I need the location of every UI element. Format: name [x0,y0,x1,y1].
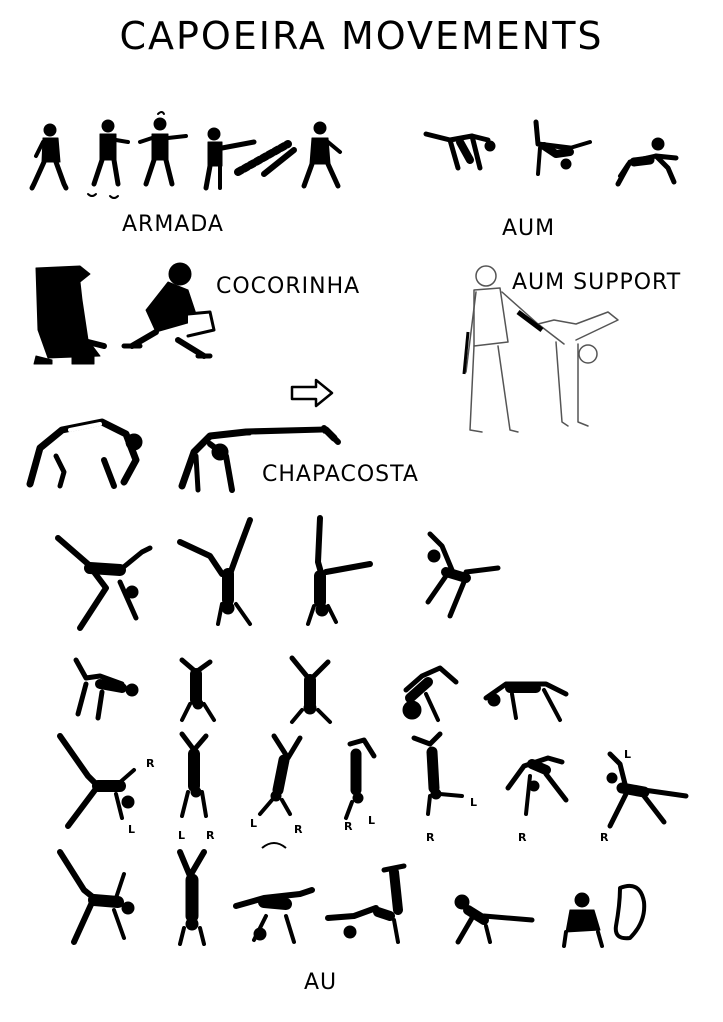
direction-arrow-icon [290,378,334,408]
aum-support-figure [458,262,628,437]
cocorinha-label: Cocorinha [216,274,361,299]
mark-l: L [178,829,186,842]
mark-l: L [470,796,478,809]
armada-sequence [28,111,348,207]
aum-support-label: Aum Support [512,270,682,295]
mark-r: R [294,823,303,836]
mark-l: L [368,814,376,827]
mark-l: L [250,817,258,830]
pose-sequence-row2 [66,654,576,734]
mark-l: L [624,748,632,761]
cocorinha-figures [28,260,223,370]
au-sequence [54,846,684,956]
aum-label: Aum [502,216,556,241]
mark-r: R [600,831,609,844]
armada-label: Armada [122,212,224,237]
page-title: Capoeira movements [119,14,604,58]
chapacosta-label: Chapacosta [262,462,419,487]
mark-r: R [426,831,435,844]
au-label: Au [304,970,338,995]
mark-l: L [128,823,136,836]
mark-r: R [206,829,215,842]
mark-r: R [146,757,155,770]
chapacosta-figures [26,412,346,497]
mark-r: R [344,820,353,833]
cartwheel-sequence-row1 [50,512,510,632]
aum-sequence [420,118,690,208]
pose-sequence-row3 [54,730,694,849]
mark-r: R [518,831,527,844]
